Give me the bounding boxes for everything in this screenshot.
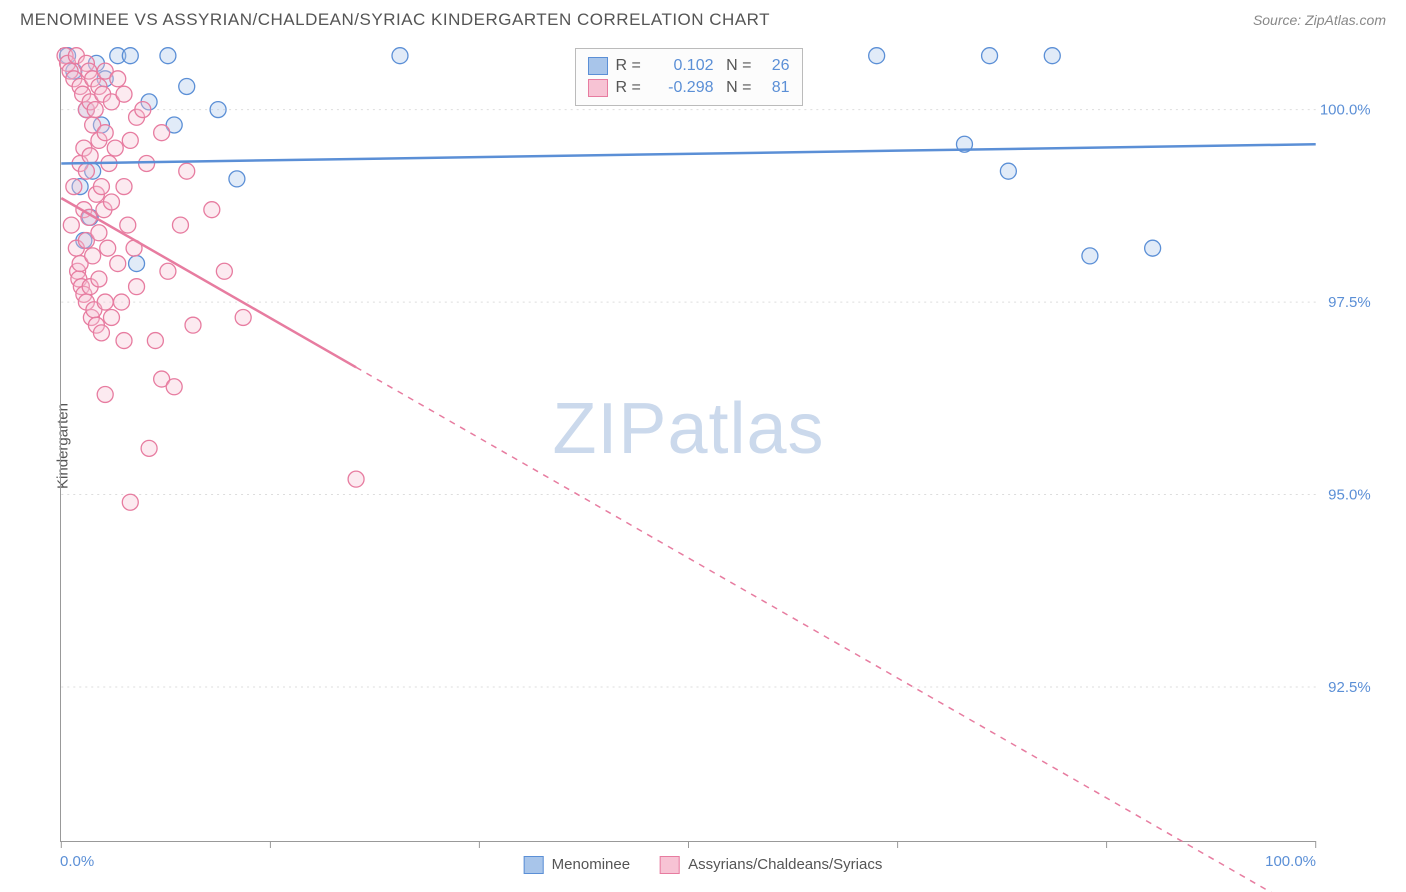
data-point	[210, 102, 226, 118]
n-value: 81	[760, 79, 790, 97]
data-point	[179, 79, 195, 95]
data-point	[229, 171, 245, 187]
data-point	[869, 48, 885, 64]
data-point	[392, 48, 408, 64]
data-point	[166, 379, 182, 395]
data-point	[172, 217, 188, 233]
data-point	[91, 271, 107, 287]
data-point	[122, 48, 138, 64]
data-point	[82, 148, 98, 164]
data-point	[97, 386, 113, 402]
y-tick-label: 100.0%	[1320, 102, 1371, 119]
y-tick-label: 95.0%	[1328, 487, 1370, 504]
data-point	[116, 333, 132, 349]
n-label: N =	[722, 57, 752, 75]
data-point	[85, 248, 101, 264]
legend-swatch	[660, 856, 680, 874]
legend-swatch	[524, 856, 544, 874]
data-point	[135, 102, 151, 118]
r-label: R =	[616, 79, 646, 97]
series-legend: Menominee Assyrians/Chaldeans/Syriacs	[524, 856, 883, 874]
data-point	[110, 71, 126, 87]
trend-line-extrapolated	[356, 367, 1316, 892]
data-point	[78, 163, 94, 179]
data-point	[129, 256, 145, 272]
data-point	[93, 179, 109, 195]
stats-legend: R = 0.102 N = 26 R = -0.298 N = 81	[575, 48, 803, 106]
data-point	[122, 494, 138, 510]
data-point	[120, 217, 136, 233]
data-point	[116, 179, 132, 195]
data-point	[160, 48, 176, 64]
data-point	[154, 125, 170, 141]
data-point	[103, 194, 119, 210]
data-point	[348, 471, 364, 487]
data-point	[160, 263, 176, 279]
data-point	[66, 179, 82, 195]
legend-label: Menominee	[552, 856, 630, 873]
data-point	[141, 440, 157, 456]
legend-item: Menominee	[524, 856, 630, 874]
r-value: -0.298	[654, 79, 714, 97]
source-attribution: Source: ZipAtlas.com	[1253, 12, 1386, 28]
data-point	[103, 309, 119, 325]
stats-legend-row: R = -0.298 N = 81	[588, 77, 790, 99]
data-point	[110, 256, 126, 272]
data-point	[87, 102, 103, 118]
data-point	[97, 125, 113, 141]
x-axis-start-label: 0.0%	[60, 853, 94, 870]
stats-legend-row: R = 0.102 N = 26	[588, 55, 790, 77]
r-label: R =	[616, 57, 646, 75]
r-value: 0.102	[654, 57, 714, 75]
data-point	[100, 240, 116, 256]
data-point	[116, 86, 132, 102]
legend-item: Assyrians/Chaldeans/Syriacs	[660, 856, 882, 874]
data-point	[129, 279, 145, 295]
data-point	[185, 317, 201, 333]
legend-swatch	[588, 79, 608, 97]
y-tick-label: 92.5%	[1328, 679, 1370, 696]
data-point	[114, 294, 130, 310]
legend-label: Assyrians/Chaldeans/Syriacs	[688, 856, 882, 873]
n-label: N =	[722, 79, 752, 97]
data-point	[91, 225, 107, 241]
y-tick-label: 97.5%	[1328, 294, 1370, 311]
data-point	[122, 132, 138, 148]
x-axis-end-label: 100.0%	[1265, 853, 1316, 870]
data-point	[1044, 48, 1060, 64]
data-point	[179, 163, 195, 179]
data-point	[1145, 240, 1161, 256]
data-point	[235, 309, 251, 325]
chart-title: MENOMINEE VS ASSYRIAN/CHALDEAN/SYRIAC KI…	[20, 10, 770, 30]
n-value: 26	[760, 57, 790, 75]
data-point	[1082, 248, 1098, 264]
data-point	[93, 325, 109, 341]
data-point	[982, 48, 998, 64]
data-point	[147, 333, 163, 349]
trend-line	[61, 144, 1315, 163]
data-point	[1000, 163, 1016, 179]
data-point	[107, 140, 123, 156]
legend-swatch	[588, 57, 608, 75]
data-point	[204, 202, 220, 218]
data-point	[63, 217, 79, 233]
scatter-chart: 100.0%97.5%95.0%92.5% ZIPatlas R =0.102N…	[60, 48, 1316, 842]
data-point	[97, 294, 113, 310]
data-point	[216, 263, 232, 279]
